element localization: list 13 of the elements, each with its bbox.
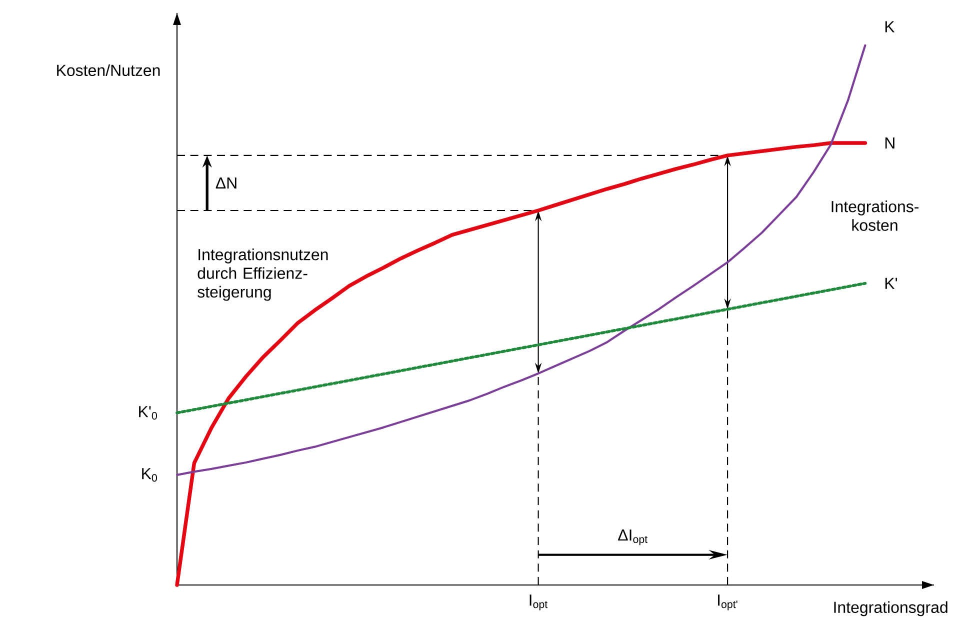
annotation: ΔI$_{opt}$ [618,530,648,546]
text: K'$_{0}$ [139,406,157,420]
annotation: Integrationsnutzen durch Effizienz-steigerung [198,248,328,301]
text: K$_{0}$ [142,468,157,482]
x-tick-label: I$_{opt}$ [530,594,548,610]
series-label: N [885,138,894,149]
x-axis-title: Integrationsgrad [834,601,948,616]
series-label: K' [885,278,898,289]
x-tick-label: I$_{opt'}$ [718,594,738,610]
annotation: Integrations-kosten [832,200,919,231]
y-axis-title: Kosten/Nutzen [57,64,160,76]
series-label: K [885,21,895,32]
annotation: ΔN [216,177,236,188]
